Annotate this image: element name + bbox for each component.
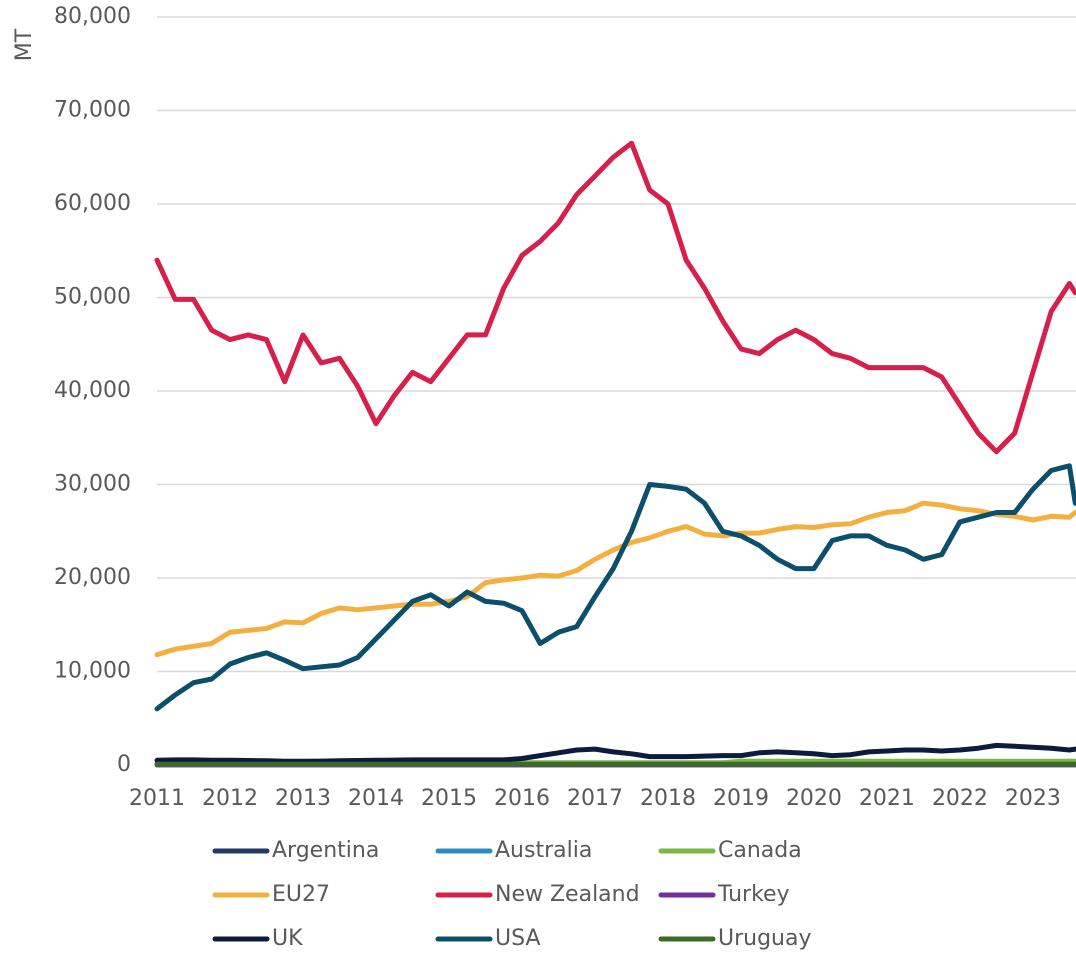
legend-label: Australia: [495, 838, 592, 863]
series-line: [154, 742, 1076, 764]
x-tick-label: 2014: [348, 786, 404, 811]
legend-label: Argentina: [272, 838, 379, 863]
legend-label: Turkey: [717, 882, 790, 907]
legend-label: New Zealand: [495, 882, 640, 907]
y-tick-label: 0: [117, 752, 131, 777]
x-tick-label: 2011: [129, 786, 185, 811]
x-tick-label: 2023: [1005, 786, 1061, 811]
y-tick-label: 80,000: [54, 4, 131, 29]
x-tick-label: 2015: [421, 786, 477, 811]
y-tick-label: 20,000: [54, 565, 131, 590]
legend-label: Canada: [718, 838, 802, 863]
x-tick-label: 2020: [786, 786, 842, 811]
y-tick-label: 60,000: [54, 191, 131, 216]
y-axis-label: MT: [12, 28, 37, 61]
legend-label: Uruguay: [718, 926, 812, 951]
x-tick-label: 2019: [713, 786, 769, 811]
x-tick-label: 2012: [202, 786, 258, 811]
x-tick-label: 2022: [932, 786, 988, 811]
legend-label: EU27: [272, 882, 330, 907]
legend-label: UK: [272, 926, 303, 951]
y-tick-label: 50,000: [54, 285, 131, 310]
y-tick-label: 70,000: [54, 98, 131, 123]
y-tick-label: 40,000: [54, 378, 131, 403]
legend-label: USA: [495, 926, 541, 951]
x-tick-label: 2016: [494, 786, 550, 811]
x-tick-label: 2021: [859, 786, 915, 811]
series-line: [154, 500, 1076, 658]
y-tick-label: 30,000: [54, 472, 131, 497]
series-line: [154, 140, 1076, 455]
x-tick-label: 2013: [275, 786, 331, 811]
series-line: [154, 463, 1076, 712]
x-tick-label: 2017: [567, 786, 623, 811]
x-tick-label: 2018: [640, 786, 696, 811]
y-tick-label: 10,000: [54, 659, 131, 684]
